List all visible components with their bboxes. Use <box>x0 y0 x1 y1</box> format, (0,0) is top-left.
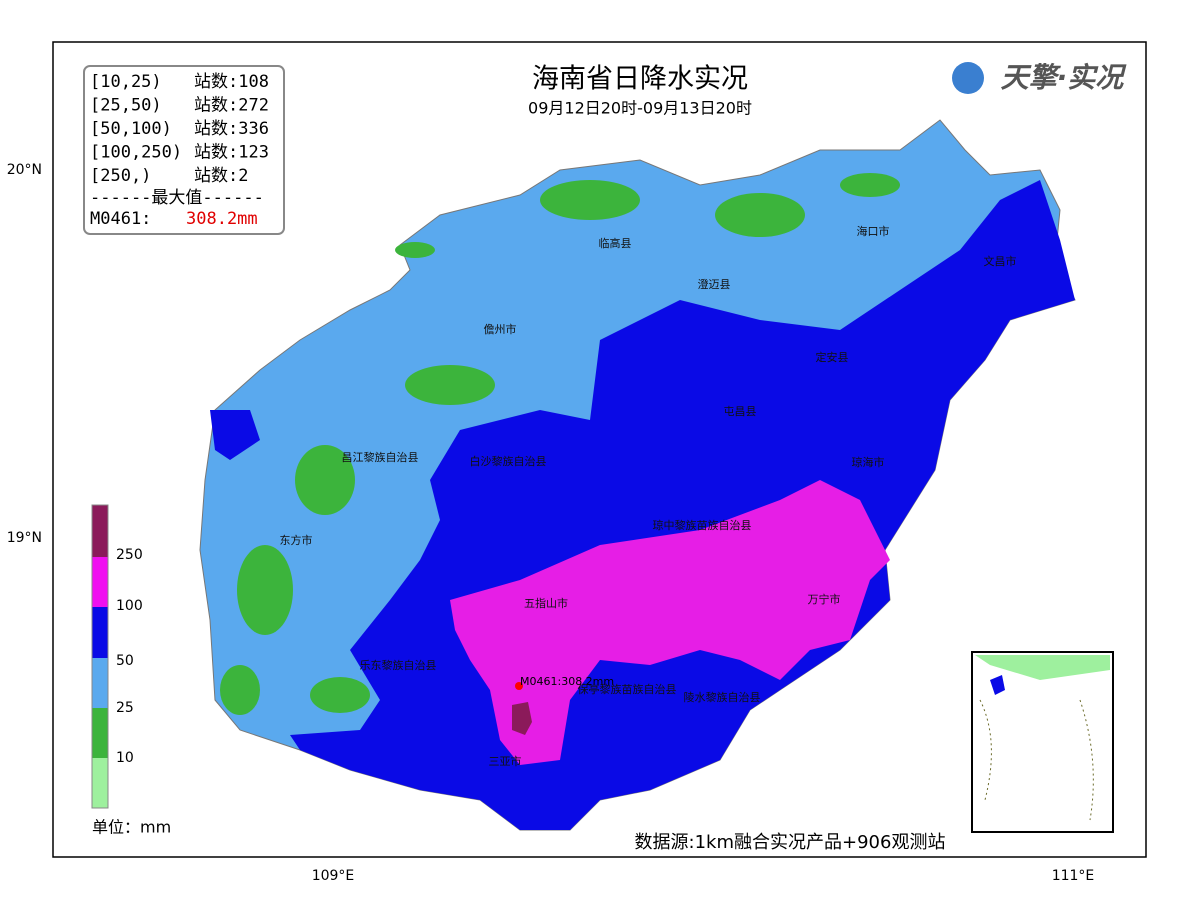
city-label: 保亭黎族苗族自治县 <box>578 682 677 696</box>
lat-label: 20°N <box>7 162 42 178</box>
legend-label: 10 <box>116 750 134 766</box>
city-label: 儋州市 <box>484 322 517 336</box>
stats-count: 站数:108 <box>194 72 269 92</box>
city-label: 乐东黎族自治县 <box>360 658 437 672</box>
legend-swatch <box>92 658 108 708</box>
data-source: 数据源:1km融合实况产品+906观测站 <box>635 832 946 853</box>
city-label: 海口市 <box>857 224 890 238</box>
stats-count: 站数:336 <box>194 119 269 139</box>
city-label: 文昌市 <box>984 254 1017 268</box>
city-label: 定安县 <box>816 350 849 364</box>
rain-250-plus <box>512 702 532 735</box>
rain-10-25 <box>220 173 900 715</box>
rain-100-250 <box>450 480 890 765</box>
legend-swatch <box>92 708 108 758</box>
lon-label: 111°E <box>1052 868 1095 884</box>
legend-label: 25 <box>116 700 134 716</box>
city-label: 五指山市 <box>524 596 568 610</box>
max-marker-label: M0461:308.2mm <box>520 675 614 688</box>
city-label: 屯昌县 <box>724 405 757 418</box>
stats-range: [250,) <box>90 166 151 186</box>
stats-range: [50,100) <box>90 119 172 139</box>
title: 海南省日降水实况 <box>532 64 748 95</box>
legend-swatch <box>92 758 108 808</box>
city-label: 白沙黎族自治县 <box>470 454 547 468</box>
stats-range: [100,250) <box>90 143 182 163</box>
city-label: 万宁市 <box>808 592 841 606</box>
city-label: 陵水黎族自治县 <box>684 690 761 704</box>
subtitle: 09月12日20时-09月13日20时 <box>528 99 752 118</box>
city-label: 琼中黎族苗族自治县 <box>653 518 752 532</box>
stats-range: [25,50) <box>90 96 162 116</box>
logo-icon <box>952 62 984 94</box>
logo-text: 天擎·实况 <box>1001 61 1128 94</box>
stats-count: 站数:2 <box>194 166 248 186</box>
max-station: M0461: <box>90 209 151 229</box>
legend-label: 250 <box>116 547 143 563</box>
city-label: 澄迈县 <box>698 277 731 291</box>
inset-map <box>971 651 1114 833</box>
legend-unit: 单位：mm <box>92 818 171 837</box>
stats-count: 站数:123 <box>194 143 269 163</box>
city-label: 东方市 <box>280 533 313 547</box>
city-label: 昌江黎族自治县 <box>342 450 419 464</box>
city-label: 三亚市 <box>489 754 522 768</box>
stats-count: 站数:272 <box>194 96 269 116</box>
rain-50-100 <box>210 410 260 460</box>
stats-range: [10,25) <box>90 72 162 92</box>
max-heading: ------最大值------ <box>90 188 264 208</box>
city-label: 琼海市 <box>852 455 885 469</box>
legend-label: 50 <box>116 653 134 669</box>
max-station-dot <box>515 682 523 690</box>
legend-frame <box>91 504 109 809</box>
lat-label: 19°N <box>7 530 42 546</box>
legend-swatch <box>92 607 108 658</box>
lon-label: 109°E <box>312 868 355 884</box>
legend-swatch <box>92 505 108 557</box>
city-label: 临高县 <box>599 236 632 250</box>
legend-label: 100 <box>116 598 143 614</box>
stats-box <box>83 65 285 235</box>
legend-swatch <box>92 557 108 607</box>
island <box>199 119 1076 831</box>
max-value: 308.2mm <box>186 209 258 229</box>
